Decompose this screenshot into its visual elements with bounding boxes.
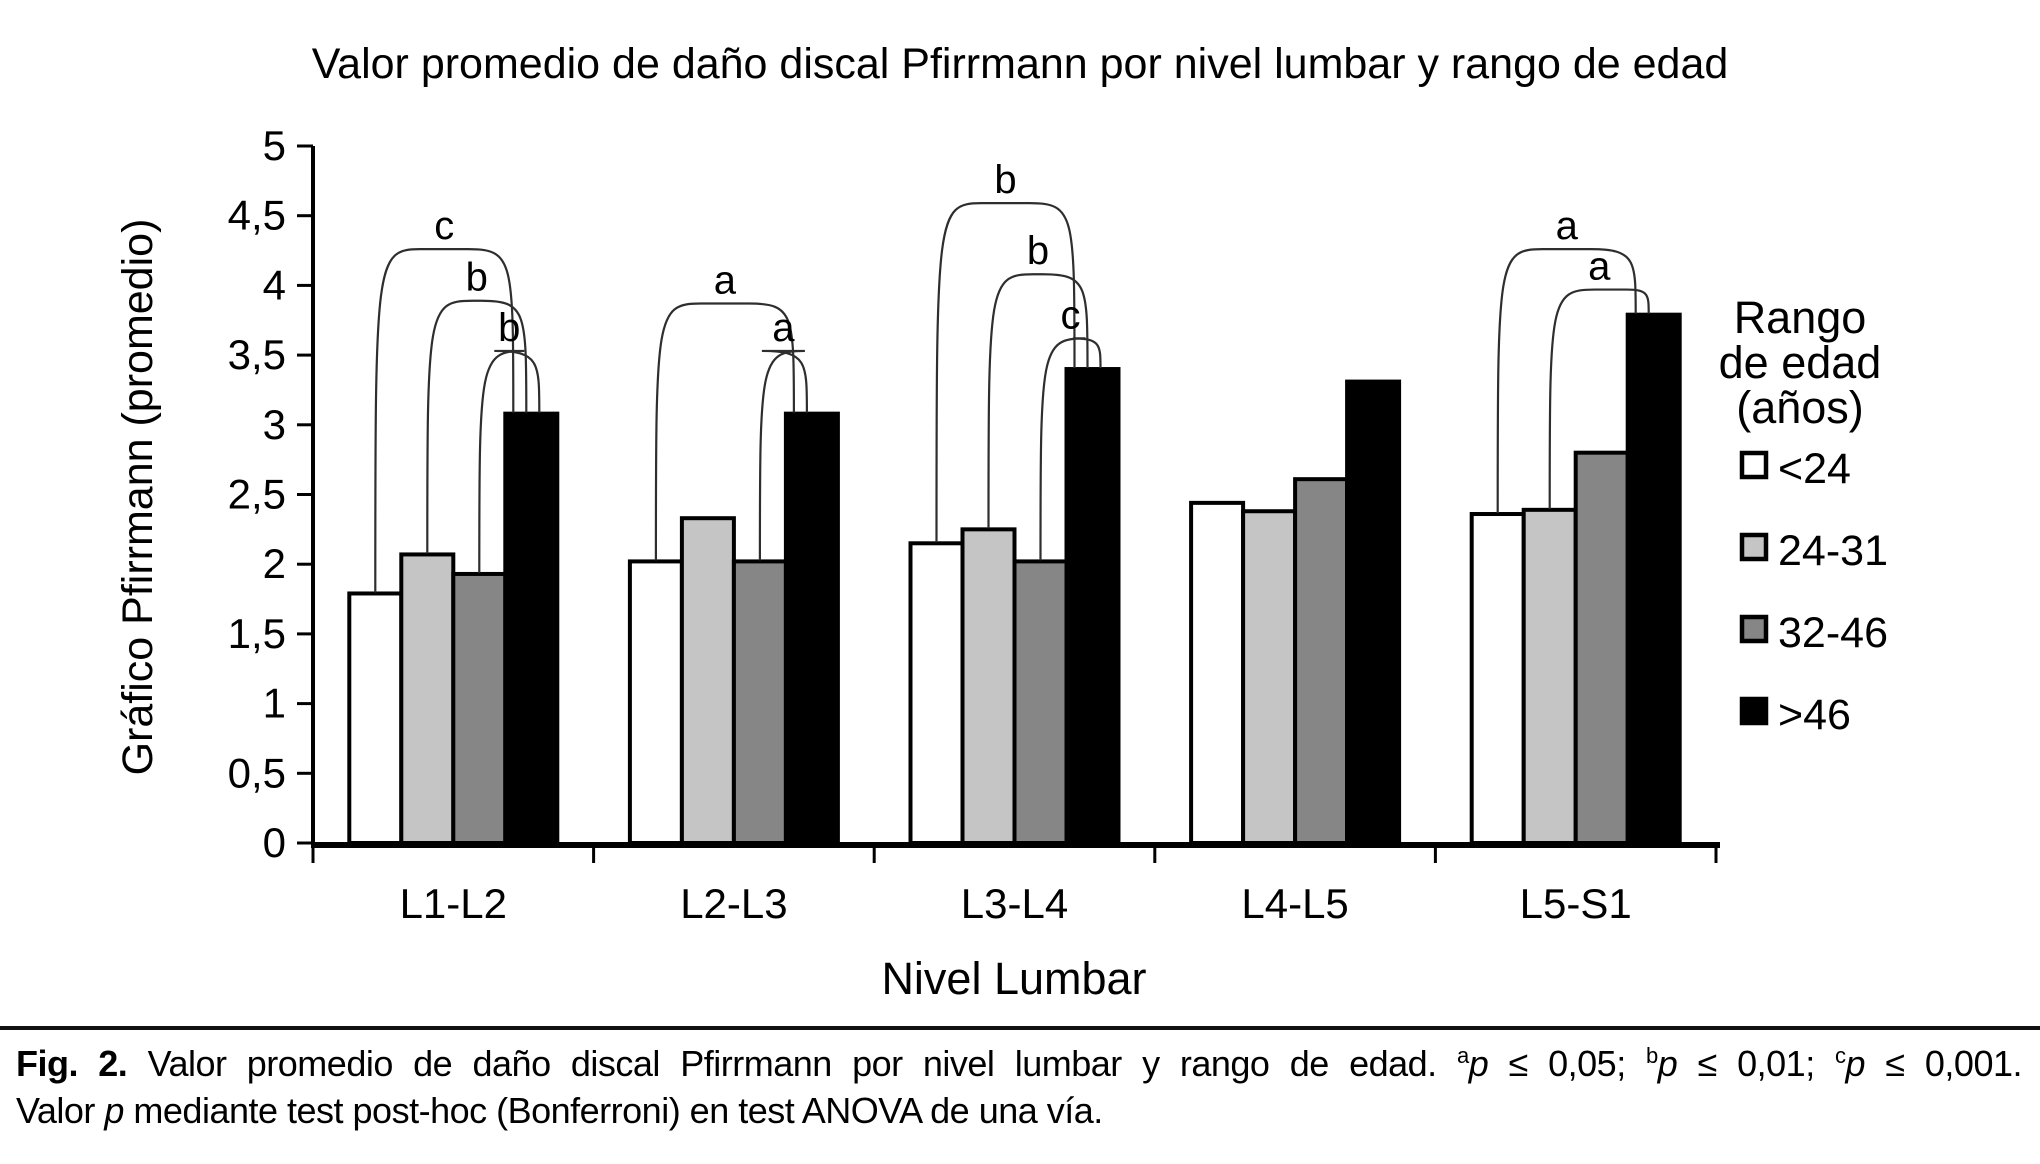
significance-label-L3-L4-b: b bbox=[1027, 229, 1049, 273]
caption-sup-a: a bbox=[1456, 1043, 1469, 1068]
bar-24-31-L1-L2 bbox=[399, 552, 456, 846]
bar-<24-L2-L3 bbox=[627, 559, 684, 845]
bar->46-L4-L5 bbox=[1345, 379, 1402, 845]
significance-label-L2-L3-a: a bbox=[772, 306, 795, 350]
figure-number: Fig. 2. bbox=[16, 1043, 128, 1084]
bar-<24-L4-L5 bbox=[1189, 500, 1246, 845]
x-axis-category-label: L3-L4 bbox=[961, 880, 1068, 927]
y-axis-tick-label: 1 bbox=[263, 680, 286, 727]
bar->46-L5-S1 bbox=[1625, 312, 1682, 845]
bar-32-46-L4-L5 bbox=[1293, 477, 1350, 845]
y-axis-tick-label: 5 bbox=[263, 122, 286, 169]
legend-label-32-46: 32-46 bbox=[1778, 609, 1888, 657]
significance-label-L3-L4-c: c bbox=[1061, 293, 1081, 337]
significance-bracket-L2-L3-a bbox=[758, 349, 808, 561]
significance-label-L5-S1-a: a bbox=[1588, 245, 1611, 289]
bar-32-46-L3-L4 bbox=[1012, 559, 1069, 845]
y-axis-tick-label: 1,5 bbox=[228, 610, 286, 657]
caption-threshold-a: ≤ 0,05; bbox=[1488, 1043, 1646, 1084]
significance-bracket-L5-S1-a bbox=[1548, 288, 1650, 509]
caption-p-line2: p bbox=[104, 1090, 124, 1131]
significance-bracket-L3-L4-b bbox=[935, 202, 1076, 543]
legend-swatch->46 bbox=[1739, 696, 1769, 726]
pfirrmann-bar-chart-svg: Valor promedio de daño discal Pfirrmann … bbox=[114, 40, 1888, 1004]
caption-line-1: Fig. 2. Valor promedio de daño discal Pf… bbox=[16, 1040, 2022, 1087]
significance-label-L3-L4-b: b bbox=[994, 158, 1016, 202]
bar->46-L1-L2 bbox=[503, 411, 560, 845]
significance-bracket-L2-L3-a bbox=[654, 302, 795, 561]
legend-label-24-31: 24-31 bbox=[1778, 527, 1888, 575]
x-axis-category-label: L2-L3 bbox=[680, 880, 787, 927]
significance-label-L1-L2-c: c bbox=[434, 204, 454, 248]
x-axis-title: Nivel Lumbar bbox=[881, 953, 1146, 1004]
legend-swatch-32-46 bbox=[1739, 614, 1769, 644]
significance-label-L1-L2-b: b bbox=[498, 306, 520, 350]
legend-label->46: >46 bbox=[1778, 691, 1851, 739]
legend-title-line: Rango bbox=[1734, 292, 1867, 343]
caption-divider bbox=[0, 1026, 2040, 1030]
y-axis-tick-label: 0 bbox=[263, 819, 286, 866]
bar-32-46-L5-S1 bbox=[1573, 450, 1630, 845]
legend-title-line: (años) bbox=[1736, 382, 1864, 433]
legend-swatch-<24 bbox=[1739, 450, 1769, 480]
caption-threshold-c: ≤ 0,001. bbox=[1865, 1043, 2022, 1084]
y-axis-tick-label: 4 bbox=[263, 261, 286, 308]
significance-label-L2-L3-a: a bbox=[714, 259, 737, 303]
bar->46-L3-L4 bbox=[1064, 367, 1121, 845]
caption-sup-c: c bbox=[1835, 1043, 1846, 1068]
bar-32-46-L2-L3 bbox=[731, 559, 788, 845]
pfirrmann-bar-chart: Valor promedio de daño discal Pfirrmann … bbox=[114, 40, 1888, 1004]
significance-label-L5-S1-a: a bbox=[1556, 204, 1579, 248]
caption-line2-post: mediante test post-hoc (Bonferroni) en t… bbox=[123, 1090, 1103, 1131]
bar-<24-L1-L2 bbox=[347, 591, 404, 845]
caption-p-c: p bbox=[1845, 1043, 1866, 1084]
x-axis-category-label: L5-S1 bbox=[1520, 880, 1632, 927]
y-axis-tick-label: 3 bbox=[263, 401, 286, 448]
y-axis-tick-label: 2,5 bbox=[228, 471, 286, 518]
y-axis-tick-label: 4,5 bbox=[228, 192, 286, 239]
significance-bracket-L5-S1-a bbox=[1496, 248, 1637, 514]
caption-threshold-b: ≤ 0,01; bbox=[1677, 1043, 1836, 1084]
legend-swatch-24-31 bbox=[1739, 532, 1769, 562]
chart-title: Valor promedio de daño discal Pfirrmann … bbox=[312, 40, 1729, 88]
caption-main-text: Valor promedio de daño discal Pfirrmann … bbox=[127, 1043, 1457, 1084]
significance-bracket-L3-L4-b bbox=[987, 273, 1089, 529]
y-axis-title: Gráfico Pfirrmann (promedio) bbox=[114, 219, 162, 776]
significance-bracket-L1-L2-b bbox=[426, 299, 528, 554]
caption-line2-pre: Valor bbox=[16, 1090, 105, 1131]
bar->46-L2-L3 bbox=[783, 411, 840, 845]
bar-24-31-L5-S1 bbox=[1521, 507, 1578, 845]
x-axis-category-label: L4-L5 bbox=[1241, 880, 1348, 927]
bar-32-46-L1-L2 bbox=[451, 571, 508, 845]
caption-line-2: Valor p mediante test post-hoc (Bonferro… bbox=[16, 1087, 2022, 1134]
legend-label-<24: <24 bbox=[1778, 445, 1851, 493]
y-axis-tick-label: 0,5 bbox=[228, 749, 286, 796]
legend-title-line: de edad bbox=[1719, 337, 1882, 388]
significance-bracket-L1-L2-c bbox=[374, 248, 515, 593]
bar-<24-L3-L4 bbox=[908, 541, 965, 845]
x-axis-category-label: L1-L2 bbox=[400, 880, 507, 927]
bar-24-31-L2-L3 bbox=[679, 516, 736, 845]
y-axis-tick-label: 3,5 bbox=[228, 331, 286, 378]
significance-label-L1-L2-b: b bbox=[466, 256, 488, 300]
bar-24-31-L3-L4 bbox=[960, 527, 1017, 845]
y-axis-tick-label: 2 bbox=[263, 540, 286, 587]
significance-bracket-L1-L2-b bbox=[478, 349, 541, 573]
bar-24-31-L4-L5 bbox=[1241, 509, 1298, 845]
caption-sup-b: b bbox=[1646, 1043, 1658, 1068]
significance-bracket-L3-L4-c bbox=[1039, 337, 1102, 561]
figure-caption: Fig. 2. Valor promedio de daño discal Pf… bbox=[0, 1030, 2040, 1134]
caption-p-a: p bbox=[1468, 1043, 1489, 1084]
caption-p-b: p bbox=[1657, 1043, 1678, 1084]
bar-<24-L5-S1 bbox=[1469, 512, 1526, 845]
